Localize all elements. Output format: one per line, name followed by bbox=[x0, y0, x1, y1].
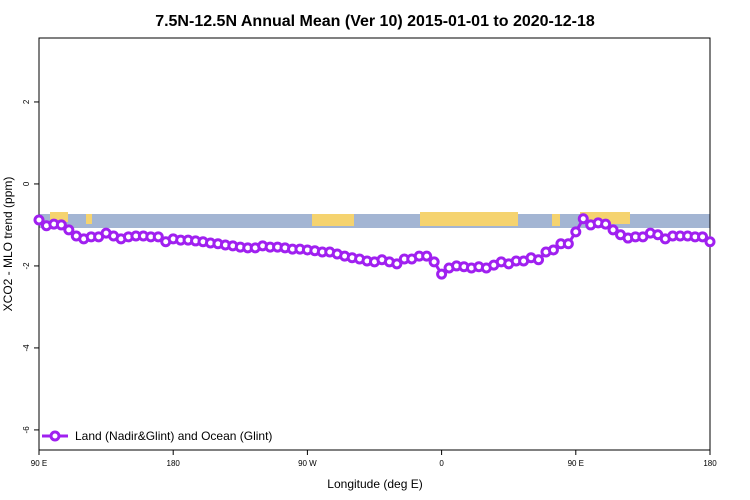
x-tick-label: 90 E bbox=[31, 459, 47, 468]
data-point bbox=[533, 254, 545, 266]
legend-label: Land (Nadir&Glint) and Ocean (Glint) bbox=[75, 429, 272, 443]
land-ocean-strip bbox=[39, 212, 710, 228]
x-axis-label: Longitude (deg E) bbox=[327, 477, 422, 491]
y-tick-label: -4 bbox=[22, 344, 31, 352]
data-point bbox=[33, 214, 45, 226]
data-point bbox=[428, 256, 440, 268]
data-point bbox=[600, 218, 612, 230]
y-tick-label: -2 bbox=[22, 262, 31, 270]
x-tick-label: 0 bbox=[439, 459, 444, 468]
legend: Land (Nadir&Glint) and Ocean (Glint) bbox=[42, 429, 272, 443]
y-tick-label: 0 bbox=[22, 181, 31, 186]
x-tick-label: 180 bbox=[703, 459, 717, 468]
legend-marker bbox=[49, 430, 61, 442]
x-tick-label: 90 E bbox=[568, 459, 584, 468]
data-point bbox=[570, 226, 582, 238]
data-point bbox=[704, 236, 716, 248]
data-point bbox=[421, 250, 433, 262]
data-point bbox=[55, 219, 67, 231]
x-tick-label: 90 W bbox=[298, 459, 317, 468]
data-point bbox=[63, 224, 75, 236]
data-point bbox=[152, 231, 164, 243]
chart-title: 7.5N-12.5N Annual Mean (Ver 10) 2015-01-… bbox=[155, 13, 595, 30]
y-tick-label: 2 bbox=[22, 99, 31, 104]
plot-frame bbox=[38, 37, 711, 451]
data-point bbox=[391, 258, 403, 270]
data-point bbox=[562, 238, 574, 250]
data-point bbox=[607, 224, 619, 236]
data-point bbox=[436, 268, 448, 280]
data-point bbox=[577, 213, 589, 225]
x-tick-label: 180 bbox=[167, 459, 181, 468]
y-tick-label: -6 bbox=[22, 426, 31, 434]
data-point bbox=[697, 231, 709, 243]
data-point bbox=[547, 244, 559, 256]
y-axis-label: XCO2 - MLO trend (ppm) bbox=[1, 177, 15, 312]
